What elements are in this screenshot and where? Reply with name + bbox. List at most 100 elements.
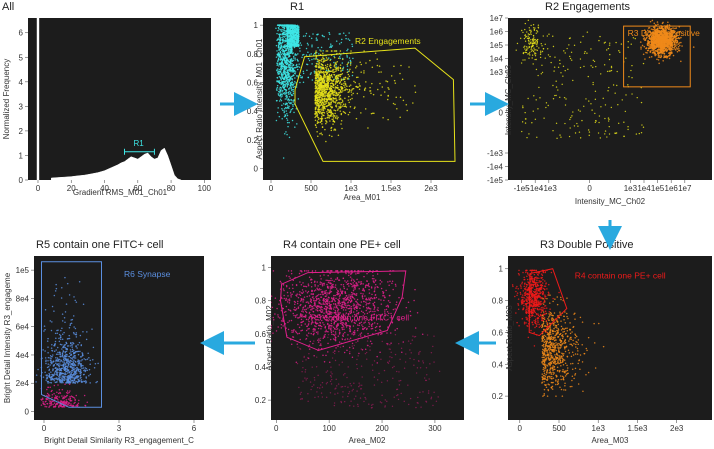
r1-point-cyan xyxy=(285,89,287,92)
r1-point-yellow xyxy=(332,112,334,115)
r1-point-yellow xyxy=(321,133,323,136)
r3-point-orange xyxy=(546,372,548,374)
r2-point-orange xyxy=(676,50,679,53)
r1-point-cyan xyxy=(281,49,283,52)
r1-point-yellow xyxy=(339,50,342,52)
r2-point-yellow xyxy=(606,70,609,73)
r3-point-orange xyxy=(547,346,549,348)
r1-point-cyan xyxy=(284,133,286,135)
r1-point-cyan xyxy=(278,100,281,102)
r2-point-yellow xyxy=(565,98,567,100)
r3-point-orange xyxy=(567,317,569,320)
r2-point-orange xyxy=(644,38,647,41)
r3-point-orange xyxy=(559,359,561,362)
r2-point-yellow xyxy=(579,66,582,69)
r2-point-yellow xyxy=(608,118,610,121)
r1-point-yellow xyxy=(323,106,325,108)
r3-point-orange xyxy=(545,386,548,389)
r3-point-orange xyxy=(561,357,563,359)
r3-point-orange xyxy=(565,370,567,373)
r2-point-yellow xyxy=(528,53,530,55)
r1-point-cyan xyxy=(333,61,335,64)
r1-point-yellow xyxy=(339,102,341,105)
r3-point-orange xyxy=(561,335,564,337)
r3-point-orange xyxy=(549,369,551,371)
r2-point-orange xyxy=(652,35,655,38)
r2-point-yellow xyxy=(609,53,611,56)
r1-point-cyan xyxy=(282,92,285,95)
r3-point-orange xyxy=(548,336,550,338)
r2-point-yellow xyxy=(530,48,532,50)
r2-point-yellow xyxy=(540,51,542,54)
r1-point-yellow xyxy=(339,75,342,78)
r1-point-yellow xyxy=(320,111,322,113)
r1-point-yellow xyxy=(392,102,395,105)
r2-point-orange xyxy=(657,35,660,38)
r1-point-yellow xyxy=(345,106,348,108)
r2-point-orange xyxy=(655,42,658,44)
r1-point-yellow xyxy=(316,122,319,125)
r2-point-yellow xyxy=(530,45,533,48)
r1-point-cyan xyxy=(328,33,331,35)
r1-point-yellow xyxy=(315,86,318,89)
y-tick-label: 0.6 xyxy=(492,328,504,337)
r1-point-yellow xyxy=(327,71,330,73)
r2-point-yellow xyxy=(536,49,539,52)
r2-point-orange xyxy=(671,45,673,48)
r1-point-yellow xyxy=(334,94,336,96)
r3-point-orange xyxy=(575,346,577,348)
y-axis-label: Aspect Ratio_M03 xyxy=(505,305,514,371)
r1-point-yellow xyxy=(320,94,322,97)
r1-point-cyan xyxy=(295,63,298,66)
r2-point-yellow xyxy=(536,41,539,44)
r2-point-yellow xyxy=(631,93,633,95)
r1-point-yellow xyxy=(326,88,329,91)
r2-point-yellow xyxy=(561,83,563,86)
r3-point-orange xyxy=(571,379,573,382)
r3-point-orange xyxy=(544,345,547,348)
r1-point-yellow xyxy=(414,91,417,93)
r1-point-cyan xyxy=(287,45,289,48)
r3-point-orange xyxy=(551,366,554,369)
r2-point-yellow xyxy=(612,84,615,86)
r1-point-cyan xyxy=(322,49,324,52)
r1-point-yellow xyxy=(315,77,317,79)
r3-point-orange xyxy=(552,369,554,372)
r1-point-yellow xyxy=(321,71,324,74)
r1-point-yellow xyxy=(316,83,318,86)
r1-point-cyan xyxy=(293,86,296,88)
r1-point-cyan xyxy=(276,69,278,71)
x-tick-label: 1.5e3 xyxy=(627,424,648,433)
r3-point-orange xyxy=(547,389,550,392)
r3-point-orange xyxy=(574,374,576,376)
r1-point-cyan xyxy=(288,80,290,83)
r1-point-yellow xyxy=(324,85,327,88)
r1-point-cyan xyxy=(286,80,289,82)
r1-point-cyan xyxy=(289,51,292,53)
r1-point-yellow xyxy=(339,110,342,112)
r1-point-yellow xyxy=(318,65,320,67)
r2-point-orange xyxy=(660,32,663,34)
r1-point-cyan xyxy=(290,86,293,89)
r1-point-cyan xyxy=(275,88,278,90)
r1-point-yellow xyxy=(324,117,327,120)
r1-point-yellow xyxy=(347,95,350,98)
r3-point-orange xyxy=(564,327,567,330)
r3-point-orange xyxy=(556,303,559,306)
r1-point-yellow xyxy=(317,116,320,119)
r2-point-orange xyxy=(680,60,682,63)
r1-point-cyan xyxy=(286,76,289,79)
r1-point-cyan xyxy=(276,111,279,114)
r2-point-orange xyxy=(657,23,659,26)
r1-point-cyan xyxy=(289,91,292,94)
r1-point-cyan xyxy=(282,33,284,35)
r1-point-cyan xyxy=(282,71,284,74)
r3-point-orange xyxy=(553,360,556,363)
r3-point-orange xyxy=(552,373,555,375)
r1-point-yellow xyxy=(340,87,343,90)
r2-point-yellow xyxy=(532,110,534,112)
r2-point-orange xyxy=(650,39,653,42)
r3-point-orange xyxy=(543,380,545,383)
r1-point-yellow xyxy=(380,94,382,96)
r1-point-cyan xyxy=(289,30,292,33)
